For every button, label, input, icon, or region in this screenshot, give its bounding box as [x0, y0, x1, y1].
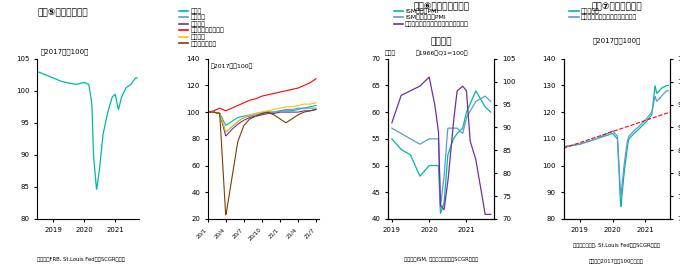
Legend: 次金属, 金属製品, 一般機械, 電算機類・電子部品, 電気機械, 自動車・同部品: 次金属, 金属製品, 一般機械, 電算機類・電子部品, 電気機械, 自動車・同部… [177, 6, 226, 49]
Text: 図表⑤　鉱工業生産: 図表⑤ 鉱工業生産 [37, 8, 88, 17]
Text: （2017年＝100）: （2017年＝100） [41, 48, 89, 55]
Text: （2017年＝100）: （2017年＝100） [211, 64, 254, 69]
Text: （出所：商務省, St.Louis FedよりSCGR作成）: （出所：商務省, St.Louis FedよりSCGR作成） [573, 243, 660, 248]
Text: （％）: （％） [385, 50, 396, 56]
Text: （注）　2017年＝100に基準化: （注） 2017年＝100に基準化 [589, 259, 644, 264]
Legend: ISM製造業PMI, ISMサービス業PMI, ミシガン大学消費者信頼感指数（右）: ISM製造業PMI, ISMサービス業PMI, ミシガン大学消費者信頼感指数（右… [391, 6, 471, 29]
Text: （2017年＝100）: （2017年＝100） [592, 37, 641, 44]
Text: 図表⑥　企業・消費者: 図表⑥ 企業・消費者 [413, 3, 469, 12]
Text: （1966年Q1=100）: （1966年Q1=100） [415, 50, 468, 56]
Text: 図表⑦　小売売上高: 図表⑦ 小売売上高 [592, 3, 642, 12]
Legend: 小売売上高, 小売売上高（除自動車・部品等）: 小売売上高, 小売売上高（除自動車・部品等） [566, 6, 639, 23]
Text: マインド: マインド [430, 37, 452, 46]
Text: （出所：FRB, St.Louis FedよりSCGR作成）: （出所：FRB, St.Louis FedよりSCGR作成） [37, 257, 125, 262]
Text: （出所：ISM, ミシガン大学よりSCGR作成）: （出所：ISM, ミシガン大学よりSCGR作成） [404, 257, 478, 262]
